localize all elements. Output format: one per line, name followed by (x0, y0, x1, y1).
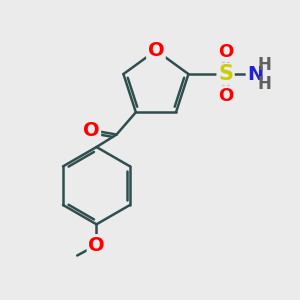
Text: S: S (218, 64, 233, 84)
Text: H: H (257, 75, 271, 93)
Text: N: N (247, 64, 263, 83)
Text: O: O (88, 236, 105, 255)
Text: H: H (257, 56, 271, 74)
Text: O: O (218, 87, 233, 105)
Text: O: O (148, 41, 164, 60)
Text: O: O (218, 43, 233, 61)
Text: O: O (83, 121, 100, 140)
